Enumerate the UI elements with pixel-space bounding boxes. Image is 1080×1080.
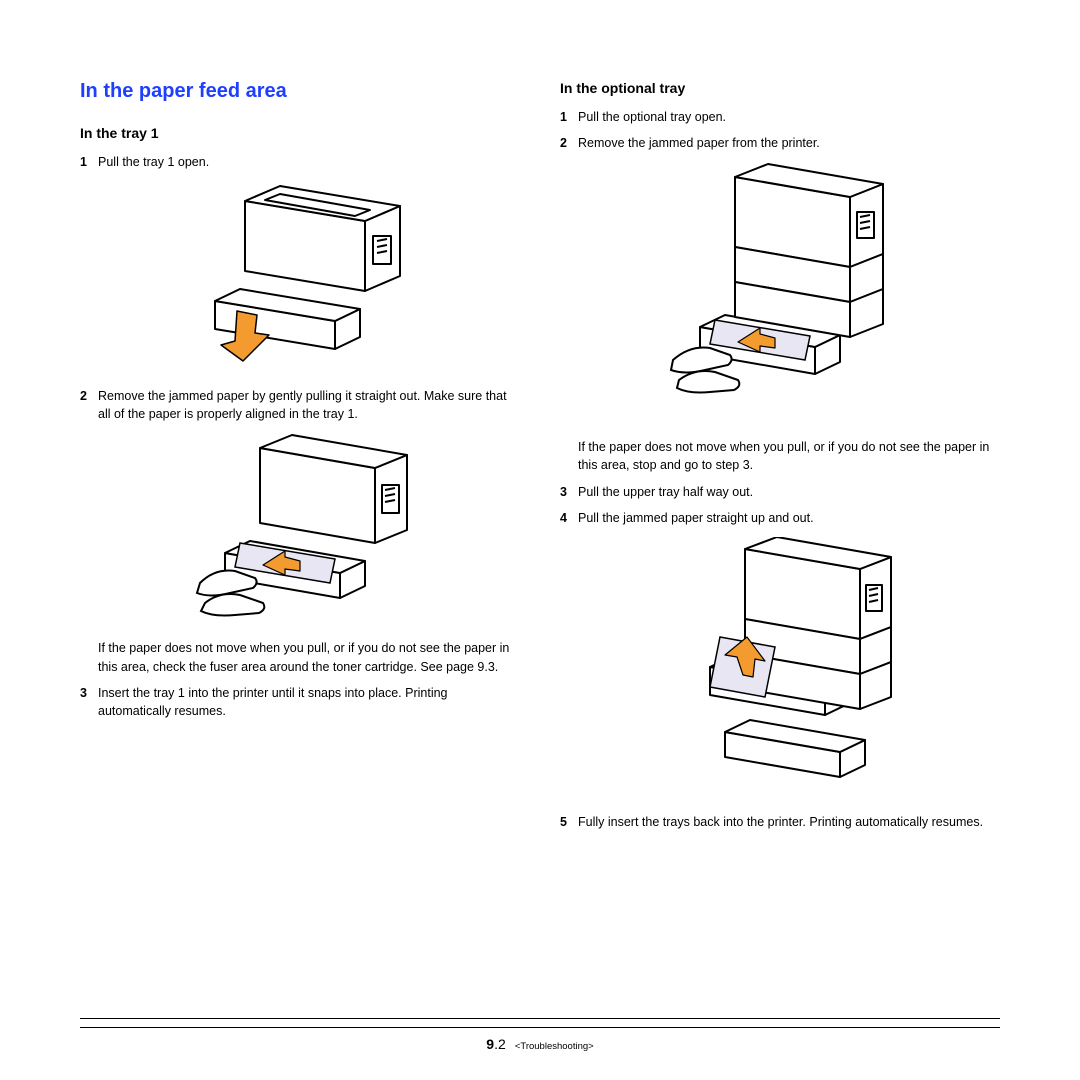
printer-illustration-icon: [185, 433, 415, 623]
section-title: In the paper feed area: [80, 80, 520, 103]
hands-icon: [671, 348, 739, 393]
footer-text: 9.2 <Troubleshooting>: [80, 1036, 1000, 1052]
step: 5 Fully insert the trays back into the p…: [560, 813, 1000, 831]
figure-tray1-remove-paper: [185, 433, 415, 623]
step-number: 4: [560, 509, 578, 527]
step-number: 2: [560, 134, 578, 152]
step: 1 Pull the tray 1 open.: [80, 153, 520, 171]
step: 3 Pull the upper tray half way out.: [560, 483, 1000, 501]
figure-tray1-open: [185, 181, 415, 371]
step-text: Pull the upper tray half way out.: [578, 483, 1000, 501]
chapter-label: <Troubleshooting>: [515, 1041, 594, 1052]
step: 3 Insert the tray 1 into the printer unt…: [80, 684, 520, 720]
two-column-layout: In the paper feed area In the tray 1 1 P…: [80, 80, 1000, 839]
step: 2 Remove the jammed paper from the print…: [560, 134, 1000, 152]
step: 1 Pull the optional tray open.: [560, 108, 1000, 126]
step-text: Fully insert the trays back into the pri…: [578, 813, 1000, 831]
step-number: 1: [80, 153, 98, 171]
hands-icon: [197, 571, 264, 616]
step-text: Pull the tray 1 open.: [98, 153, 520, 171]
page-footer: 9.2 <Troubleshooting>: [80, 1018, 1000, 1052]
step-number: 2: [80, 387, 98, 405]
printer-illustration-icon: [665, 162, 895, 422]
step-number: 3: [80, 684, 98, 702]
printer-illustration-icon: [185, 181, 415, 371]
step: 4 Pull the jammed paper straight up and …: [560, 509, 1000, 527]
manual-page: In the paper feed area In the tray 1 1 P…: [0, 0, 1080, 1080]
step-text: Pull the optional tray open.: [578, 108, 1000, 126]
figure-optional-tray-pull-up: [665, 537, 895, 797]
note-text: If the paper does not move when you pull…: [98, 639, 520, 675]
subheading-tray1: In the tray 1: [80, 125, 520, 141]
step: 2 Remove the jammed paper by gently pull…: [80, 387, 520, 423]
step-text: Insert the tray 1 into the printer until…: [98, 684, 520, 720]
subheading-optional-tray: In the optional tray: [560, 80, 1000, 96]
figure-optional-tray-remove: [665, 162, 895, 422]
column-right: In the optional tray 1 Pull the optional…: [560, 80, 1000, 839]
step-number: 1: [560, 108, 578, 126]
step-text: Remove the jammed paper by gently pullin…: [98, 387, 520, 423]
footer-rule: [80, 1018, 1000, 1028]
step-text: Pull the jammed paper straight up and ou…: [578, 509, 1000, 527]
column-left: In the paper feed area In the tray 1 1 P…: [80, 80, 520, 839]
step-number: 5: [560, 813, 578, 831]
printer-illustration-icon: [665, 537, 895, 797]
note-text: If the paper does not move when you pull…: [578, 438, 1000, 474]
step-text: Remove the jammed paper from the printer…: [578, 134, 1000, 152]
step-number: 3: [560, 483, 578, 501]
page-number: 9.2: [486, 1036, 505, 1052]
